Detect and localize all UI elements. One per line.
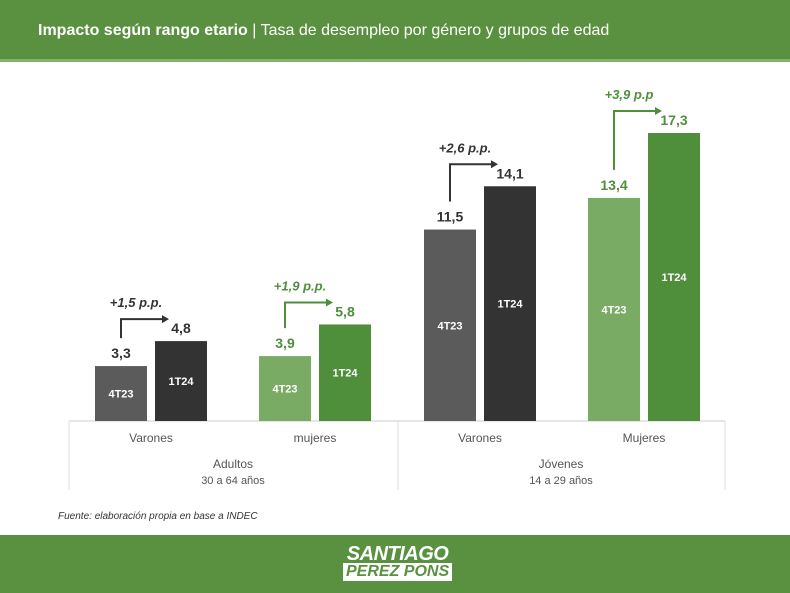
group-label: Adultos [213, 457, 253, 471]
bar-1T24 [155, 341, 207, 421]
value-label: 13,4 [600, 177, 627, 193]
arrow-head-icon [326, 298, 333, 307]
logo: SANTIAGO PEREZ PONS [343, 544, 453, 581]
value-label: 3,3 [111, 345, 131, 361]
bar-series-label: 4T23 [108, 389, 133, 401]
change-arrow [613, 110, 656, 170]
bar-1T24 [319, 324, 371, 421]
arrow-head-icon [655, 107, 662, 115]
bar-series-label: 4T23 [272, 384, 297, 396]
bar-1T24 [484, 186, 536, 421]
arrow-head-icon [162, 315, 169, 324]
bar-1T24 [648, 133, 700, 421]
bar-4T23 [588, 197, 640, 421]
page-title: Impacto según rango etario | Tasa de des… [38, 22, 610, 39]
bar-4T23 [259, 356, 311, 421]
category-label: mujeres [294, 431, 337, 445]
arrow-head-icon [491, 160, 498, 169]
change-label: +1,5 p.p. [110, 295, 162, 310]
category-label: Varones [458, 431, 502, 445]
change-label: +2,6 p.p. [439, 140, 491, 155]
bar-series-label: 4T23 [601, 304, 626, 316]
value-label: 14,1 [496, 165, 523, 181]
category-label: Mujeres [623, 431, 666, 445]
value-label: 4,8 [171, 320, 191, 336]
bar-series-label: 1T24 [497, 299, 523, 311]
value-label: 3,9 [275, 335, 295, 351]
bar-4T23 [424, 229, 476, 421]
bar-series-label: 1T24 [332, 368, 358, 380]
group-label: Jóvenes [539, 457, 584, 471]
bar-series-label: 1T24 [661, 272, 687, 284]
header-bar: Impacto según rango etario | Tasa de des… [0, 0, 790, 62]
bar-series-label: 1T24 [168, 376, 194, 388]
category-label: Varones [129, 431, 173, 445]
change-arrow [120, 318, 163, 339]
bar-4T23 [95, 366, 147, 421]
change-label: +3,9 p.p [605, 87, 654, 102]
source-note: Fuente: elaboración propia en base a IND… [58, 511, 258, 522]
value-label: 5,8 [335, 303, 355, 319]
group-sublabel: 14 a 29 años [529, 475, 593, 487]
change-label: +1,9 p.p. [274, 278, 326, 293]
change-arrow [449, 163, 492, 202]
value-label: 17,3 [660, 112, 687, 128]
change-arrow [284, 301, 327, 329]
bar-series-label: 4T23 [437, 320, 462, 332]
group-sublabel: 30 a 64 años [201, 475, 265, 487]
value-label: 11,5 [437, 209, 464, 225]
